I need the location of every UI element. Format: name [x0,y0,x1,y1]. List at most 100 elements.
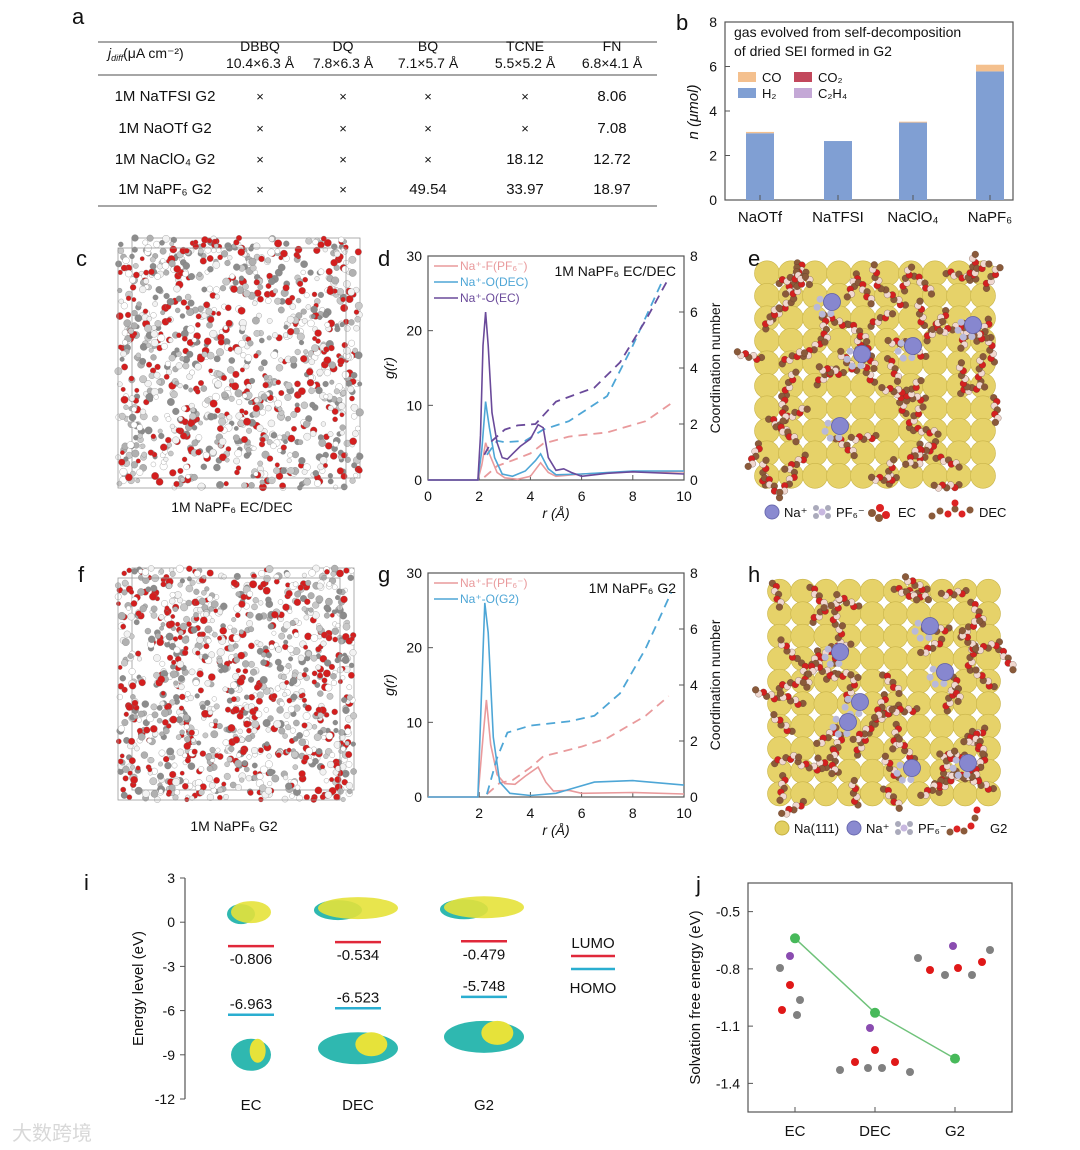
atom [338,638,345,645]
atom [170,390,178,399]
atom [225,319,233,327]
atom [170,614,176,619]
solvent-atom [838,622,846,630]
na-surface-atom [946,395,972,422]
atom [223,794,229,800]
atom [349,437,357,446]
atom [196,636,204,644]
y-tick-label: 10 [406,397,422,413]
atom [307,319,315,328]
solvent-atom [803,405,811,413]
atom [151,325,157,331]
solvent-atom [936,750,944,758]
atom [230,285,238,293]
solvent-atom [826,753,834,762]
atom [305,579,312,586]
atom [343,280,351,288]
solvent-atom [847,640,855,648]
box-edge-front [117,577,341,801]
atom [163,456,169,462]
atom [136,468,144,476]
atom [273,573,280,580]
pf6-atom [911,627,919,635]
atom [338,402,346,410]
atom [336,569,344,578]
pf6-atom [968,333,976,341]
atom [191,337,197,343]
atom [310,305,318,314]
pf6-atom [896,761,904,769]
table-cell: 7.08 [597,120,626,137]
y2-tick-label: 0 [690,789,698,805]
atom [271,611,279,619]
atom [146,361,153,368]
atom [175,621,181,627]
atom [257,641,264,648]
atom [303,292,310,299]
atom [150,703,158,711]
atom [214,294,220,300]
na-surface-atom [970,282,996,309]
atom [128,375,135,382]
atom [155,478,164,486]
atom [796,996,804,1004]
atom [243,720,251,728]
atom [204,699,211,706]
solvent-atom [971,250,979,258]
atom [331,408,339,415]
atom [266,753,272,759]
pf6-atom [931,680,939,688]
atom [354,301,363,310]
atom [150,312,157,319]
atom [296,332,305,341]
solvent-atom [867,300,875,308]
atom [315,646,322,653]
atom [119,753,125,759]
x-tick-label: 4 [527,805,535,821]
solvent-atom [930,481,938,489]
atom [301,572,307,578]
atom [333,388,340,395]
atom [333,484,339,490]
atom [314,329,322,337]
atom [287,434,296,443]
atom [121,638,130,646]
y-tick-label: 6 [709,59,717,75]
atom [156,717,163,724]
atom [151,472,159,480]
atom [207,412,215,421]
cn-dashed-line-2 [483,277,670,456]
atom [339,321,345,328]
atom [148,757,155,764]
atom [239,324,247,332]
atom [183,742,191,750]
atom [241,760,248,767]
atom [160,310,166,316]
atom [265,297,272,304]
y2-tick-label: 0 [690,472,698,488]
atom [128,757,136,765]
y2-tick-label: 6 [690,621,698,637]
atom [219,453,227,462]
table-corner-header: jdiff(μA cm⁻²) [106,45,184,63]
atom [160,622,166,627]
atom [173,480,180,488]
atom [340,675,346,681]
atom [300,401,309,409]
atom [329,612,335,618]
atom [211,247,217,254]
lumo-orbital [318,897,398,920]
column-header-size: 5.5×5.2 Å [495,55,556,71]
atom [166,442,172,448]
y-tick-label: 20 [406,640,422,656]
na-surface-atom [976,578,1001,604]
solvent-atom [854,673,862,682]
atom [200,242,207,248]
atom [154,363,161,370]
atom [264,257,271,264]
atom [274,462,280,468]
atom [339,611,348,620]
atom [327,473,333,479]
homo-orbital [481,1020,514,1045]
